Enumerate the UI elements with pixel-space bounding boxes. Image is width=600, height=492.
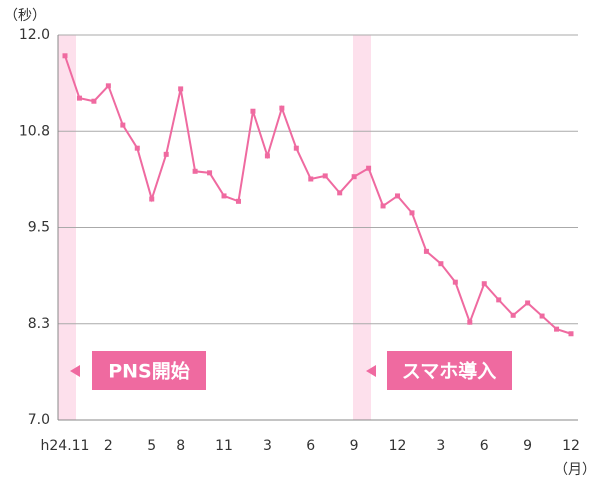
x-tick-label: 2 <box>104 438 113 454</box>
marker <box>293 145 299 151</box>
marker <box>120 122 126 128</box>
marker <box>76 95 82 101</box>
marker <box>192 168 198 174</box>
x-tick-label: 9 <box>350 438 359 454</box>
marker <box>221 193 227 199</box>
marker <box>423 248 429 254</box>
x-tick-label: h24.11 <box>41 438 90 454</box>
marker <box>337 190 343 196</box>
annotation: スマホ導入 <box>366 351 512 390</box>
annotation: PNS開始 <box>70 351 206 390</box>
x-tick-label: 6 <box>480 438 489 454</box>
marker <box>149 196 155 202</box>
marker <box>539 313 545 319</box>
marker <box>62 53 68 59</box>
marker <box>496 297 502 303</box>
marker <box>105 83 111 89</box>
marker <box>554 326 560 332</box>
x-tick-label: 11 <box>215 438 233 454</box>
x-tick-label: 12 <box>562 438 580 454</box>
marker <box>279 105 285 111</box>
x-axis-label: （月） <box>554 462 596 478</box>
marker <box>452 279 458 285</box>
marker <box>207 170 213 176</box>
marker <box>250 108 256 114</box>
marker <box>395 193 401 199</box>
y-tick-label: 8.3 <box>28 316 50 332</box>
marker <box>510 312 516 318</box>
y-tick-label: 10.8 <box>19 123 50 139</box>
marker <box>235 198 241 204</box>
x-tick-label: 12 <box>389 438 407 454</box>
line <box>64 55 572 335</box>
marker <box>481 281 487 287</box>
marker <box>380 203 386 209</box>
y-tick-label: 7.0 <box>28 412 50 428</box>
marker <box>264 153 270 159</box>
marker <box>409 210 415 216</box>
marker <box>525 300 531 306</box>
x-tick-label: 5 <box>147 438 156 454</box>
annotation-text: スマホ導入 <box>402 360 496 383</box>
y-tick-label: 9.5 <box>28 220 50 236</box>
y-axis-label: （秒） <box>4 8 46 24</box>
marker <box>366 165 372 171</box>
marker <box>178 86 184 92</box>
x-tick-label: 3 <box>436 438 445 454</box>
marker <box>134 145 140 151</box>
marker <box>351 174 357 180</box>
x-tick-label: 9 <box>523 438 532 454</box>
marker <box>568 331 574 337</box>
annotation-text: PNS開始 <box>108 360 190 383</box>
marker <box>322 173 328 179</box>
y-tick-label: 12.0 <box>19 27 50 43</box>
marker <box>467 319 473 325</box>
x-tick-label: 6 <box>306 438 315 454</box>
x-tick-label: 3 <box>263 438 272 454</box>
marker <box>438 261 444 267</box>
marker <box>91 98 97 104</box>
marker <box>163 151 169 157</box>
marker <box>308 176 314 182</box>
x-tick-label: 8 <box>176 438 185 454</box>
